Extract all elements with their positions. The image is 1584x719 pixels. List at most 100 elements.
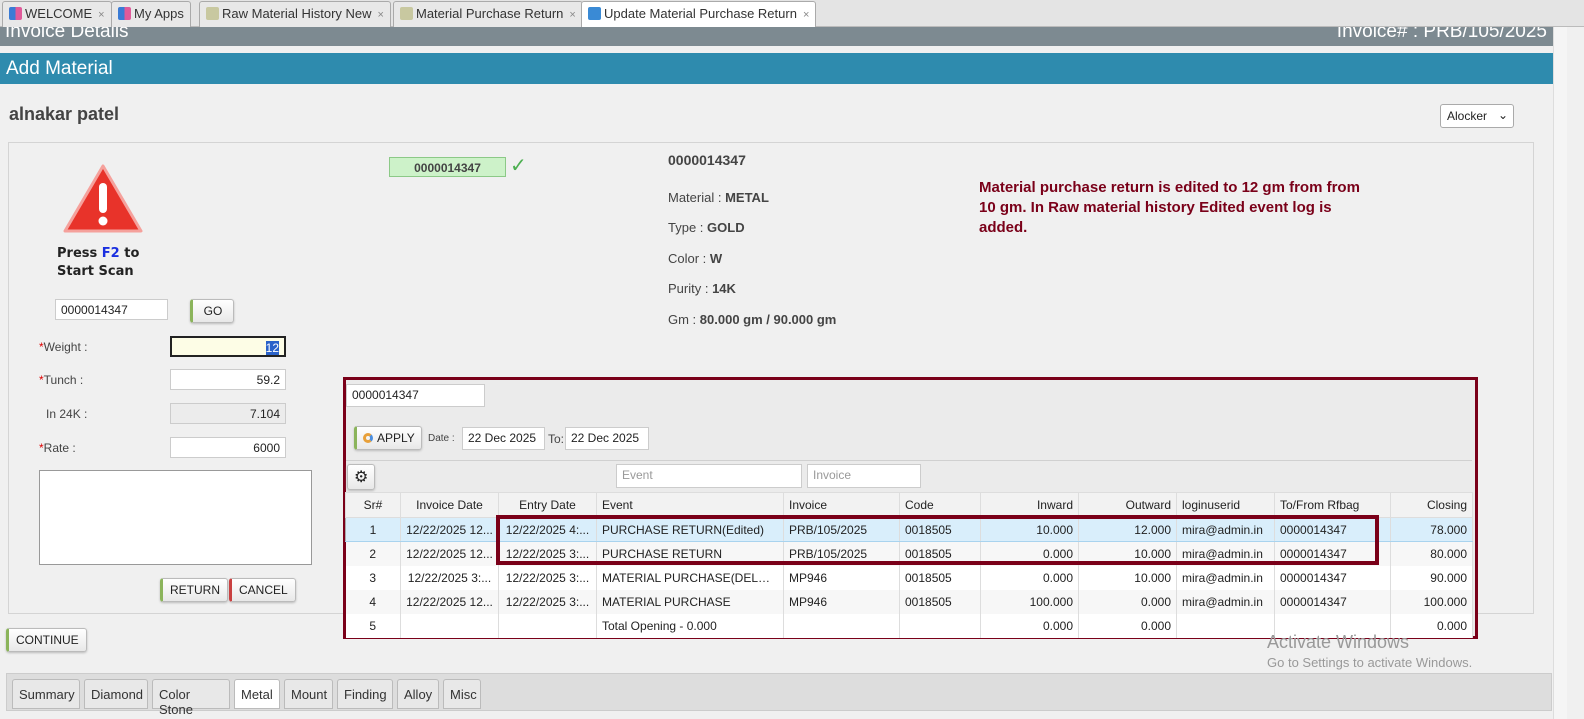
continue-button[interactable]: CONTINUE [6, 628, 87, 652]
table-row[interactable]: 1 12/22/2025 12... 12/22/2025 4:... PURCHAS… [345, 517, 1473, 542]
scan-instruction: Press F2 to Start Scan [57, 246, 140, 279]
tab-label: Material Purchase Return [416, 6, 564, 21]
column-header[interactable]: Invoice Date [400, 492, 499, 518]
table-cell: 12/22/2025 3:... [498, 541, 597, 566]
table-cell: 3 [345, 565, 401, 590]
tab-finding[interactable]: Finding [337, 679, 393, 709]
close-icon[interactable]: × [569, 9, 576, 21]
tab-welcome[interactable]: WELCOME × [2, 1, 112, 27]
table-cell: PURCHASE RETURN [596, 541, 784, 566]
table-row[interactable]: 5 Total Opening - 0.000 0.000 0.000 0.000 [345, 613, 1473, 638]
table-cell [783, 613, 900, 638]
table-cell: 0.000 [1078, 589, 1177, 614]
remarks-textarea[interactable] [39, 470, 312, 565]
barcode-badge: 0000014347 [389, 157, 506, 177]
column-header[interactable]: loginuserid [1176, 492, 1275, 518]
close-icon[interactable]: × [377, 9, 384, 21]
item-material: Material : METAL [668, 190, 769, 205]
table-cell: 100.000 [980, 589, 1079, 614]
go-button[interactable]: GO [190, 299, 234, 323]
tab-alloy[interactable]: Alloy [397, 679, 439, 709]
locker-select[interactable]: Alocker ⌄ [1440, 104, 1514, 128]
tab-raw-material-history-new[interactable]: Raw Material History New × [199, 1, 391, 27]
date-label: Date : [428, 433, 455, 444]
column-header[interactable]: Invoice [783, 492, 900, 518]
close-icon[interactable]: × [802, 9, 810, 21]
gear-icon[interactable]: ⚙ [347, 464, 376, 490]
table-cell: PRB/105/2025 [783, 541, 900, 566]
history-search-input[interactable]: 0000014347 [346, 384, 485, 407]
table-cell: 0018505 [899, 565, 981, 590]
item-color: Color : W [668, 251, 723, 266]
date-from-input[interactable]: 22 Dec 2025 [462, 427, 545, 450]
tab-my-apps[interactable]: My Apps [111, 1, 191, 27]
table-row[interactable]: 3 12/22/2025 3:... 12/22/2025 3:... MATERIA… [345, 565, 1473, 590]
invoice-details-header: Invoice Details Invoice# : PRB/105/2025 [0, 27, 1553, 46]
close-icon[interactable]: × [98, 9, 105, 21]
column-header[interactable]: Entry Date [498, 492, 597, 518]
table-cell: 12.000 [1078, 517, 1177, 542]
table-cell [498, 613, 597, 638]
invoice-filter-input[interactable]: Invoice [807, 464, 921, 488]
table-cell [899, 613, 981, 638]
column-header[interactable]: Closing [1390, 492, 1473, 518]
app-grid-icon [118, 7, 131, 20]
invoice-number: Invoice# : PRB/105/2025 [1336, 27, 1547, 42]
tab-summary[interactable]: Summary [12, 679, 80, 709]
date-to-input[interactable]: 22 Dec 2025 [565, 427, 649, 450]
table-cell: 0018505 [899, 541, 981, 566]
column-header[interactable]: Event [596, 492, 784, 518]
table-cell: 0.000 [980, 541, 1079, 566]
annotation-note: Material purchase return is edited to 12… [979, 179, 1360, 236]
table-cell: PRB/105/2025 [783, 517, 900, 542]
tab-color-stone[interactable]: Color Stone [152, 679, 230, 717]
check-icon: ✓ [510, 155, 527, 177]
table-cell: 5 [345, 613, 401, 638]
in24k-field: 7.104 [170, 403, 286, 424]
table-cell: MATERIAL PURCHASE(DELETE) [596, 565, 784, 590]
header-title: Invoice Details [5, 27, 129, 42]
divider [346, 460, 1472, 461]
customer-name: alnakar patel [9, 104, 120, 124]
vertical-scrollbar[interactable] [1553, 27, 1567, 719]
table-cell: 10.000 [980, 517, 1079, 542]
table-cell: mira@admin.in [1176, 589, 1275, 614]
apply-icon [363, 433, 373, 443]
table-cell: 78.000 [1390, 517, 1473, 542]
item-type: Type : GOLD [668, 220, 745, 235]
table-cell: 0.000 [980, 565, 1079, 590]
tab-update-material-purchase-return[interactable]: Update Material Purchase Return × [581, 1, 817, 27]
bottom-tab-bar: Summary Diamond Color Stone Metal Mount Findi… [6, 673, 1552, 717]
table-cell: 10.000 [1078, 565, 1177, 590]
table-row[interactable]: 2 12/22/2025 12... 12/22/2025 3:... PURCHAS… [345, 541, 1473, 566]
weight-input[interactable]: 12 [170, 336, 286, 357]
event-filter-input[interactable]: Event [616, 464, 802, 488]
column-header[interactable]: To/From Rfbag [1274, 492, 1391, 518]
apply-button[interactable]: APPLY [354, 426, 422, 450]
page-icon [400, 7, 413, 20]
tab-misc[interactable]: Misc [443, 679, 481, 709]
barcode-input[interactable]: 0000014347 [55, 299, 168, 320]
tunch-input[interactable]: 59.2 [170, 369, 286, 390]
tunch-label: *Tunch : [39, 373, 84, 387]
cancel-button[interactable]: CANCEL [229, 578, 296, 602]
tab-diamond[interactable]: Diamond [84, 679, 148, 709]
column-header[interactable]: Inward [980, 492, 1079, 518]
tab-mount[interactable]: Mount [284, 679, 333, 709]
tab-metal[interactable]: Metal [234, 679, 280, 709]
table-cell [400, 613, 499, 638]
table-cell: 0018505 [899, 589, 981, 614]
column-header[interactable]: Code [899, 492, 981, 518]
return-button[interactable]: RETURN [160, 578, 228, 602]
table-cell: 12/22/2025 12... [400, 541, 499, 566]
table-cell: 0.000 [1078, 613, 1177, 638]
column-header[interactable]: Outward [1078, 492, 1177, 518]
table-row[interactable]: 4 12/22/2025 12... 12/22/2025 3:... MATERIA… [345, 589, 1473, 614]
warning-icon [63, 164, 143, 233]
table-cell: 2 [345, 541, 401, 566]
rate-input[interactable]: 6000 [170, 437, 286, 458]
tab-material-purchase-return[interactable]: Material Purchase Return × [393, 1, 583, 27]
table-cell: 0018505 [899, 517, 981, 542]
tab-label: Raw Material History New [222, 6, 372, 21]
column-header[interactable]: Sr# [345, 492, 401, 518]
